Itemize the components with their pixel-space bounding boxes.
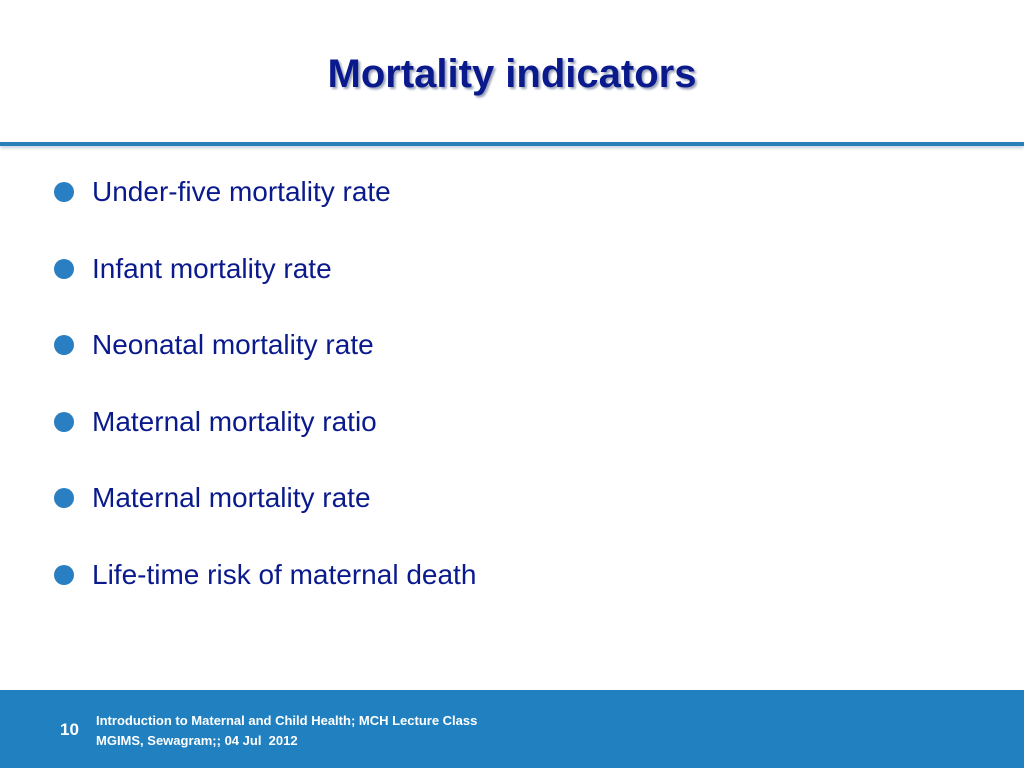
bullet-item: Neonatal mortality rate <box>54 319 476 371</box>
page-number: 10 <box>60 720 79 739</box>
bullet-item: Life-time risk of maternal death <box>54 549 476 601</box>
bullet-text: Maternal mortality rate <box>92 482 371 513</box>
footer-line-1: Introduction to Maternal and Child Healt… <box>96 713 478 728</box>
bullet-dot-icon <box>54 335 74 355</box>
bullet-item: Maternal mortality ratio <box>54 396 476 448</box>
bullet-dot-icon <box>54 258 74 279</box>
bullet-dot-icon <box>54 182 74 202</box>
slide-title: Mortality indicators <box>327 52 697 96</box>
bullet-item: Infant mortality rate <box>54 243 476 295</box>
bullet-list: Under-five mortality rate Infant mortali… <box>54 166 476 625</box>
bullet-text: Maternal mortality ratio <box>92 405 377 437</box>
title-divider <box>0 142 1024 146</box>
bullet-item: Under-five mortality rate <box>54 166 476 218</box>
bullet-item: Maternal mortality rate <box>54 472 476 524</box>
bullet-dot-icon <box>54 564 74 585</box>
bullet-dot-icon <box>54 411 74 432</box>
footer-bar: 10 Introduction to Maternal and Child He… <box>0 690 1024 768</box>
footer-line-2: MGIMS, Sewagram;; 04 Jul 2012 <box>96 733 298 748</box>
bullet-text: Life-time risk of maternal death <box>92 558 477 590</box>
bullet-dot-icon <box>54 488 74 508</box>
bullet-text: Neonatal mortality rate <box>92 329 374 360</box>
footer-text: Introduction to Maternal and Child Healt… <box>96 711 477 751</box>
bullet-text: Infant mortality rate <box>92 252 332 284</box>
bullet-text: Under-five mortality rate <box>92 176 391 207</box>
